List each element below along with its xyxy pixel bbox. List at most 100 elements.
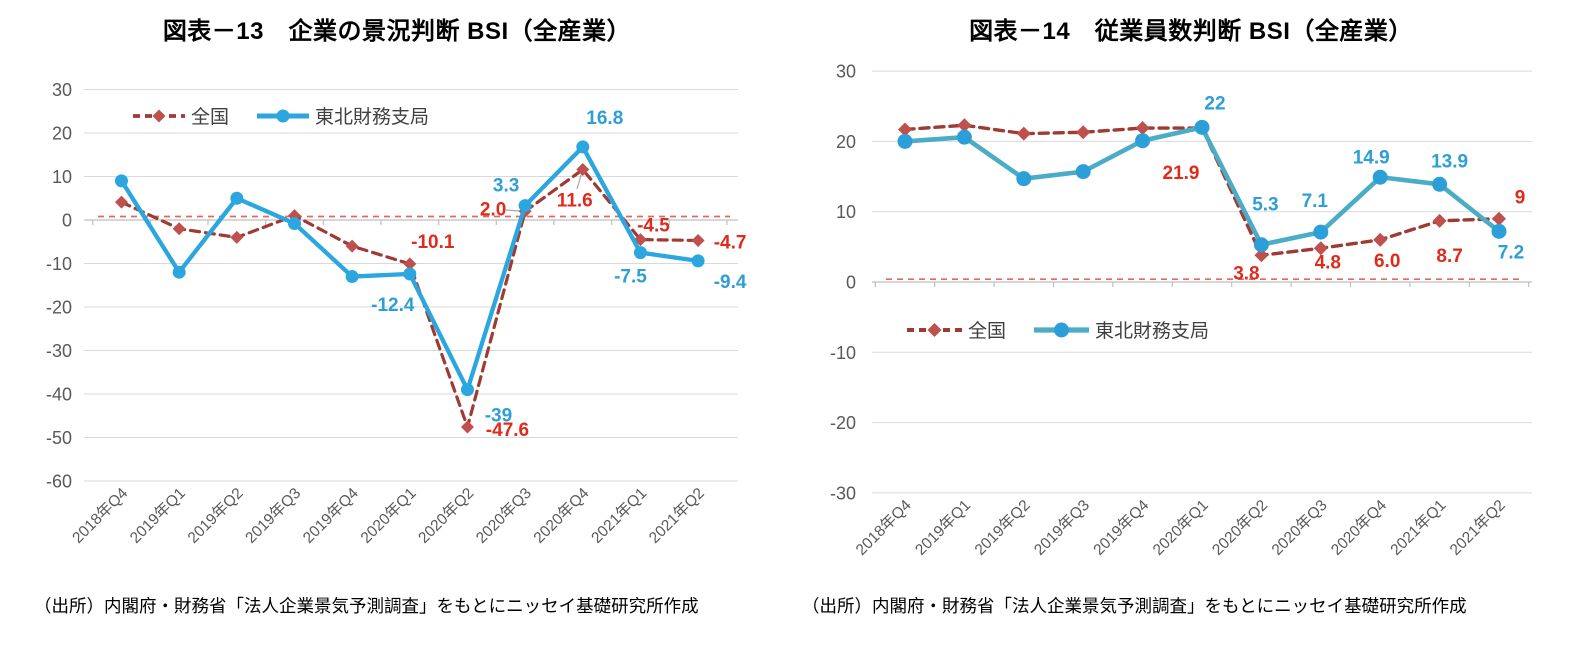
data-point-marker	[897, 133, 913, 149]
data-point-label: -47.6	[486, 420, 529, 441]
data-point-label: -39	[485, 406, 512, 427]
y-tick-label: 20	[52, 124, 72, 144]
chart-panel-bsi-business-conditions: 30 20 10 0 -10 -20 -30 -40 -50 -60 -10.1 -47.6 2.0 11…	[34, 18, 747, 616]
y-tick-label: -20	[830, 413, 856, 433]
x-tick-label: 2018年Q4	[852, 496, 915, 559]
x-axis-labels: 2018年Q42019年Q12019年Q22019年Q32019年Q42020年…	[852, 496, 1509, 559]
data-point-marker	[1135, 133, 1151, 149]
data-point-label: -12.4	[371, 295, 415, 316]
data-labels: -10.1 -47.6 2.0 11.6 -4.5 -4.7 -12.4 -39 3.3 16.8…	[371, 108, 747, 441]
data-point-label: 7.2	[1498, 242, 1524, 263]
data-point-marker	[345, 239, 359, 253]
data-point-label: 4.8	[1315, 252, 1341, 273]
data-point-label: 3.8	[1233, 263, 1259, 284]
data-point-label: 5.3	[1252, 195, 1278, 216]
legend-marker	[152, 109, 166, 123]
series-line	[903, 123, 1501, 257]
chart-panel-bsi-employee-numbers: 30 20 10 0 -10 -20 -30 21.9 3.8 4.8 6.0 8.7 9 22 5.3 7.…	[794, 0, 1588, 664]
legend-item-tohoku: 東北財務支局	[1034, 320, 1209, 342]
legend-marker	[1054, 322, 1069, 338]
data-point-label: 2.0	[480, 199, 506, 220]
data-point-marker	[1373, 232, 1388, 247]
data-point-label: -9.4	[714, 272, 747, 293]
data-point-label: 9	[1515, 188, 1526, 209]
x-tick-label: 2021年Q2	[645, 484, 708, 547]
x-tick-label: 2019年Q2	[184, 484, 247, 547]
data-point-marker	[1254, 248, 1269, 263]
x-tick-label: 2019年Q1	[126, 484, 189, 547]
bsi-business-conditions-chart: 30 20 10 0 -10 -20 -30 -40 -50 -60 -10.1 -47.6 2.0 11…	[46, 80, 747, 547]
data-point-marker	[956, 129, 972, 145]
data-point-label: -4.7	[714, 232, 747, 253]
data-point-label: 13.9	[1431, 151, 1468, 172]
data-point-marker	[957, 118, 972, 133]
x-tick-label: 2020年Q2	[415, 484, 478, 547]
legend-label: 全国	[968, 320, 1006, 342]
legend: 全国 東北財務支局	[907, 320, 1209, 342]
x-tick-label: 2021年Q1	[1387, 496, 1450, 559]
y-tick-label: -40	[46, 385, 72, 405]
data-point-marker	[1016, 126, 1031, 141]
chart-title: 図表－14 従業員数判断 BSI（全産業）	[969, 18, 1413, 45]
y-tick-label: 30	[52, 80, 72, 100]
data-point-marker	[1491, 223, 1507, 239]
y-tick-label: 10	[52, 167, 72, 187]
x-tick-label: 2020年Q3	[1268, 496, 1331, 559]
data-point-marker	[576, 140, 590, 154]
y-axis-labels: 30 20 10 0 -10 -20 -30	[830, 62, 856, 504]
data-point-marker	[1492, 211, 1506, 226]
legend-item-tohoku: 東北財務支局	[257, 106, 429, 128]
data-point-marker	[1016, 171, 1032, 187]
data-point-label: 8.7	[1436, 246, 1462, 267]
gridlines	[872, 70, 1532, 494]
x-tick-label: 2020年Q3	[472, 484, 535, 547]
x-tick-label: 2020年Q1	[357, 484, 420, 547]
data-point-marker	[1135, 121, 1150, 136]
x-axis-ticks	[874, 282, 1530, 287]
leader-line	[576, 171, 583, 190]
x-tick-label: 2021年Q2	[1446, 496, 1509, 559]
series-zenkoku	[898, 118, 1506, 263]
x-tick-label: 2019年Q1	[912, 496, 975, 559]
y-axis-labels: 30 20 10 0 -10 -20 -30 -40 -50 -60	[46, 80, 72, 492]
data-point-marker	[230, 191, 244, 205]
source-note: （出所）内閣府・財務省「法人企業景気予測調査」をもとにニッセイ基礎研究所作成	[34, 596, 699, 616]
data-point-label: -4.5	[637, 216, 670, 237]
data-point-label: 22	[1204, 93, 1225, 114]
data-point-marker	[691, 254, 705, 268]
legend-item-zenkoku: 全国	[907, 320, 1006, 342]
legend-label: 全国	[191, 106, 229, 128]
data-point-marker	[1313, 241, 1328, 256]
legend: 全国 東北財務支局	[133, 106, 429, 128]
legend-marker	[927, 323, 942, 337]
data-point-marker	[1432, 213, 1447, 228]
y-tick-label: 0	[846, 273, 856, 293]
data-point-marker	[172, 265, 186, 279]
data-point-marker	[518, 199, 532, 213]
y-tick-label: -20	[46, 298, 72, 318]
x-tick-label: 2019年Q3	[1030, 496, 1093, 559]
y-tick-label: 30	[836, 62, 856, 82]
data-point-label: 3.3	[493, 176, 519, 197]
data-point-marker	[460, 383, 474, 397]
data-point-marker	[460, 420, 474, 434]
y-tick-label: 20	[836, 132, 856, 152]
source-note: （出所）内閣府・財務省「法人企業景気予測調査」をもとにニッセイ基礎研究所作成	[802, 596, 1467, 616]
x-axis-ticks	[92, 220, 728, 225]
data-point-marker	[287, 216, 301, 230]
data-point-marker	[898, 122, 912, 137]
data-point-marker	[115, 174, 128, 188]
data-point-label: 7.1	[1302, 191, 1329, 212]
data-labels: 21.9 3.8 4.8 6.0 8.7 9 22 5.3 7.1 14.9 13.9 7.2	[1163, 93, 1526, 284]
y-tick-label: -50	[46, 428, 72, 448]
data-point-marker	[403, 257, 417, 271]
data-point-marker	[633, 246, 647, 260]
data-point-marker	[115, 195, 128, 209]
x-tick-label: 2019年Q3	[242, 484, 305, 547]
data-point-label: -7.5	[614, 267, 647, 288]
legend-marker	[276, 109, 290, 123]
data-point-label: 14.9	[1353, 147, 1390, 168]
data-point-marker	[576, 163, 590, 177]
x-tick-label: 2020年Q4	[530, 484, 593, 547]
y-tick-label: -30	[46, 341, 72, 361]
